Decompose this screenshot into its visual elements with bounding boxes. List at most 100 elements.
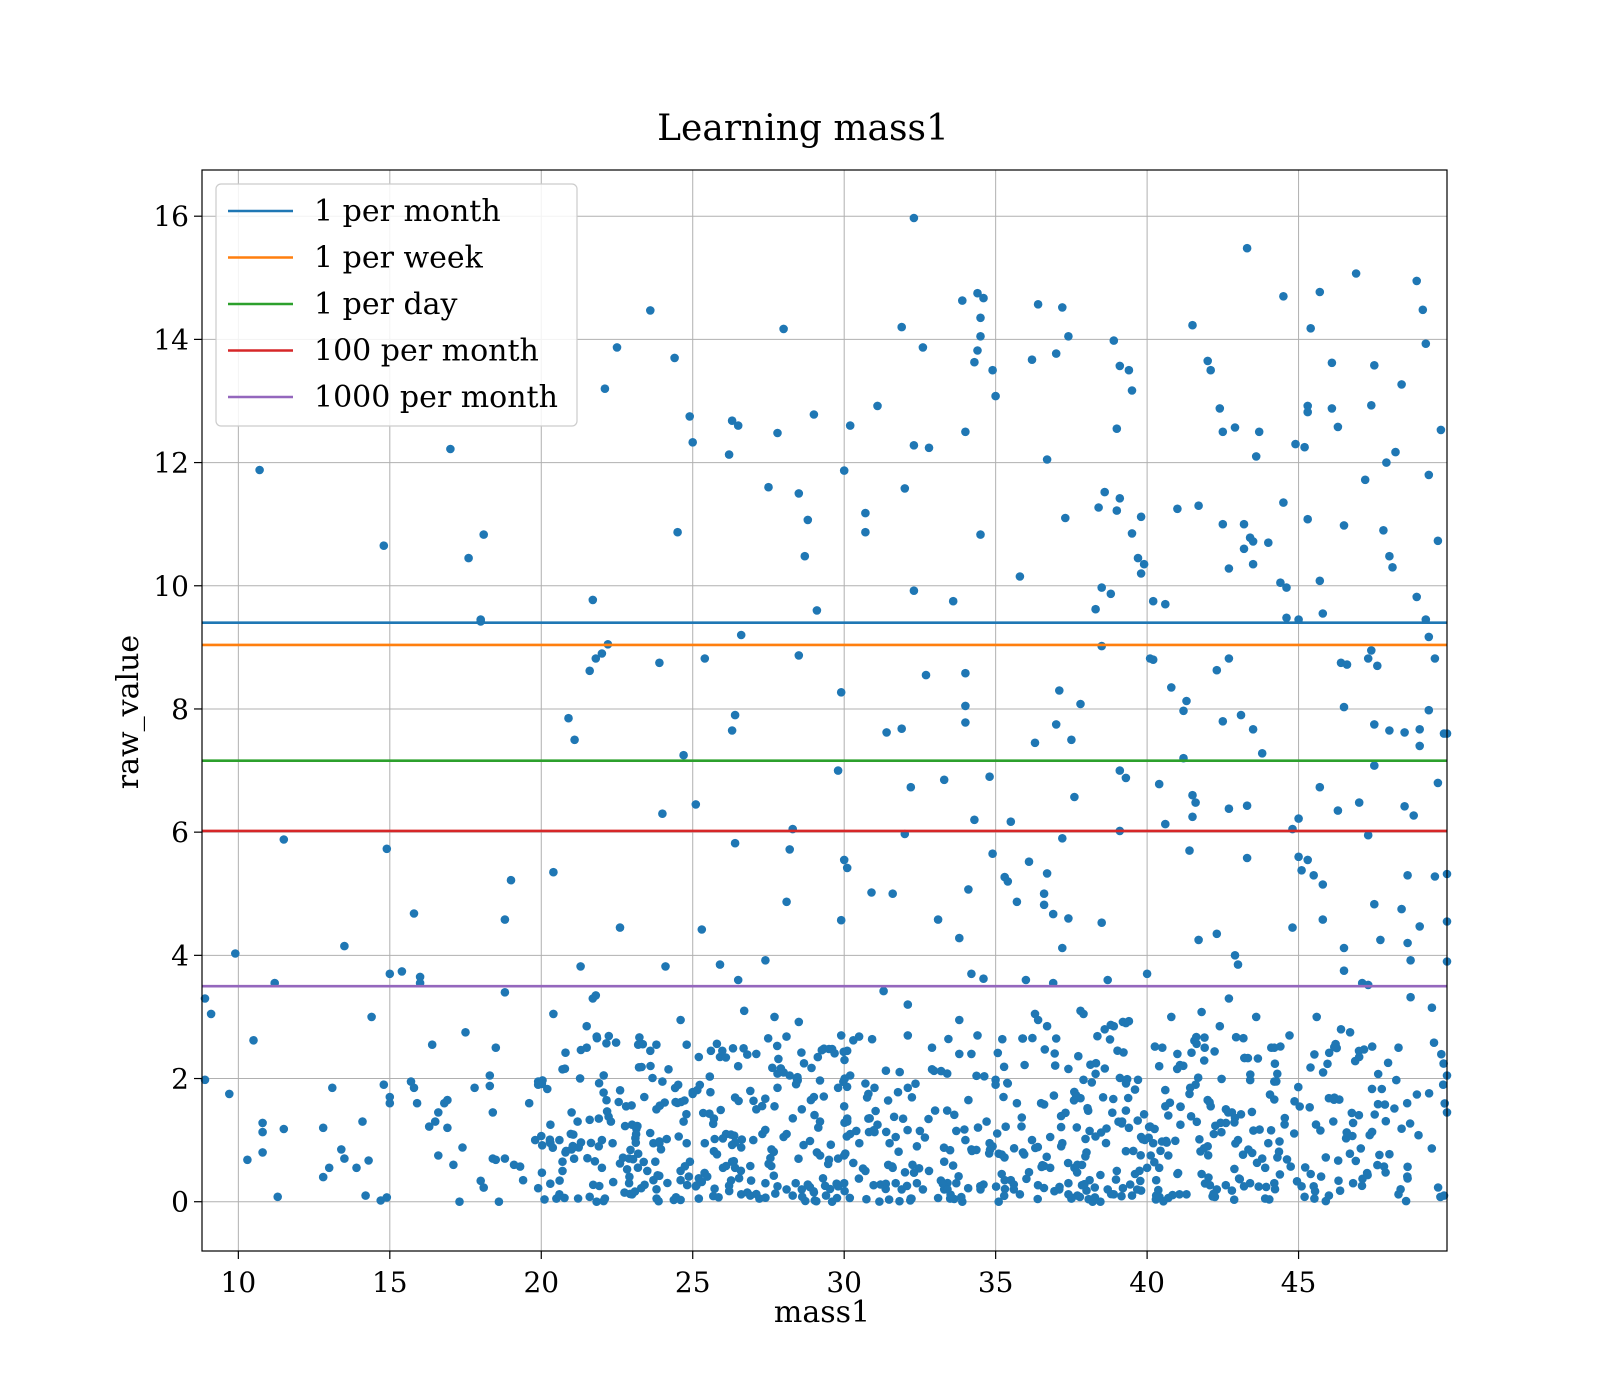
data-point [948,596,958,606]
data-point [936,1176,946,1185]
data-point [1245,1178,1255,1188]
data-point [1303,514,1312,524]
data-point [628,1154,638,1164]
data-point [955,1049,964,1059]
data-point [840,1186,849,1196]
data-point [1197,1169,1206,1179]
data-point [949,1194,959,1204]
data-point [597,649,607,658]
data-point [1396,1185,1405,1194]
data-point [715,960,725,969]
data-point [1012,897,1022,907]
data-point [443,1095,452,1105]
data-point [1188,790,1197,800]
data-point [782,1129,791,1139]
data-point [950,1110,959,1120]
data-point [743,1050,752,1059]
data-point [1252,1158,1262,1168]
data-point [1224,804,1234,813]
data-point [530,1135,540,1145]
data-point [615,923,625,932]
data-point [948,1161,958,1170]
data-point [1136,569,1146,578]
data-point [867,1034,877,1044]
y-tick-label: 4 [171,939,189,972]
data-point [591,654,601,663]
data-point [1412,592,1421,602]
data-point [1061,513,1070,523]
x-axis-ticks: 10 15 20 25 30 35 40 45 [221,1251,1316,1299]
data-point [679,750,688,760]
data-point [1315,576,1325,586]
data-point [1186,1112,1196,1121]
data-point [1085,1126,1094,1136]
data-point [200,994,210,1003]
data-point [1045,1163,1055,1173]
data-point [1286,1162,1295,1171]
data-point [752,1189,761,1199]
data-point [573,1194,583,1203]
data-point [1100,1064,1110,1073]
data-point [1323,1059,1332,1069]
legend-label: 1 per month [314,194,501,229]
data-point [225,1089,234,1099]
data-point [821,1191,831,1200]
data-point [746,1161,755,1171]
data-point [1273,1069,1282,1079]
legend-box [215,183,578,427]
data-point [1409,811,1418,820]
data-point [1188,812,1197,822]
data-point [654,1196,663,1206]
data-point [909,441,919,450]
data-point [592,1032,601,1041]
data-point [794,489,804,498]
data-point [1182,1190,1191,1199]
data-point [1121,1106,1131,1115]
data-point [958,296,967,305]
y-tick-label: 12 [153,447,189,480]
data-point [768,1063,777,1073]
data-point [1039,900,1049,910]
data-point [273,1192,283,1202]
data-points [200,213,1452,1206]
data-point [1135,1166,1144,1176]
data-point [895,1196,904,1206]
data-point [1379,1162,1389,1171]
data-point [1248,537,1258,546]
data-point [1424,705,1434,715]
data-point [1148,655,1158,664]
data-point [906,782,916,792]
data-point [318,1172,328,1182]
data-point [1075,1192,1085,1202]
data-point [361,1191,370,1200]
data-point [1342,660,1352,669]
data-point [1379,526,1388,535]
x-tick-label: 10 [221,1266,257,1299]
data-point [385,1098,395,1108]
data-point [1342,1128,1351,1137]
data-point [1385,726,1394,735]
y-tick-label: 2 [171,1063,189,1096]
data-point [749,1135,758,1145]
data-point [1227,1186,1237,1195]
data-point [1243,1053,1253,1063]
data-point [909,213,919,223]
data-point [1031,1143,1040,1153]
data-point [1139,559,1149,569]
data-point [912,1142,922,1151]
data-point [770,1012,779,1022]
data-point [961,1135,970,1145]
chart-title: Learning mass1 [657,108,949,149]
data-point [888,889,897,898]
data-point [1354,798,1364,807]
data-point [1373,661,1382,671]
data-point [973,288,982,298]
data-point [1318,880,1328,889]
data-point [881,1127,891,1137]
data-point [412,1098,422,1108]
data-point [1247,1107,1257,1117]
data-point [1224,564,1234,573]
data-point [1403,871,1412,880]
data-point [1113,1046,1122,1055]
